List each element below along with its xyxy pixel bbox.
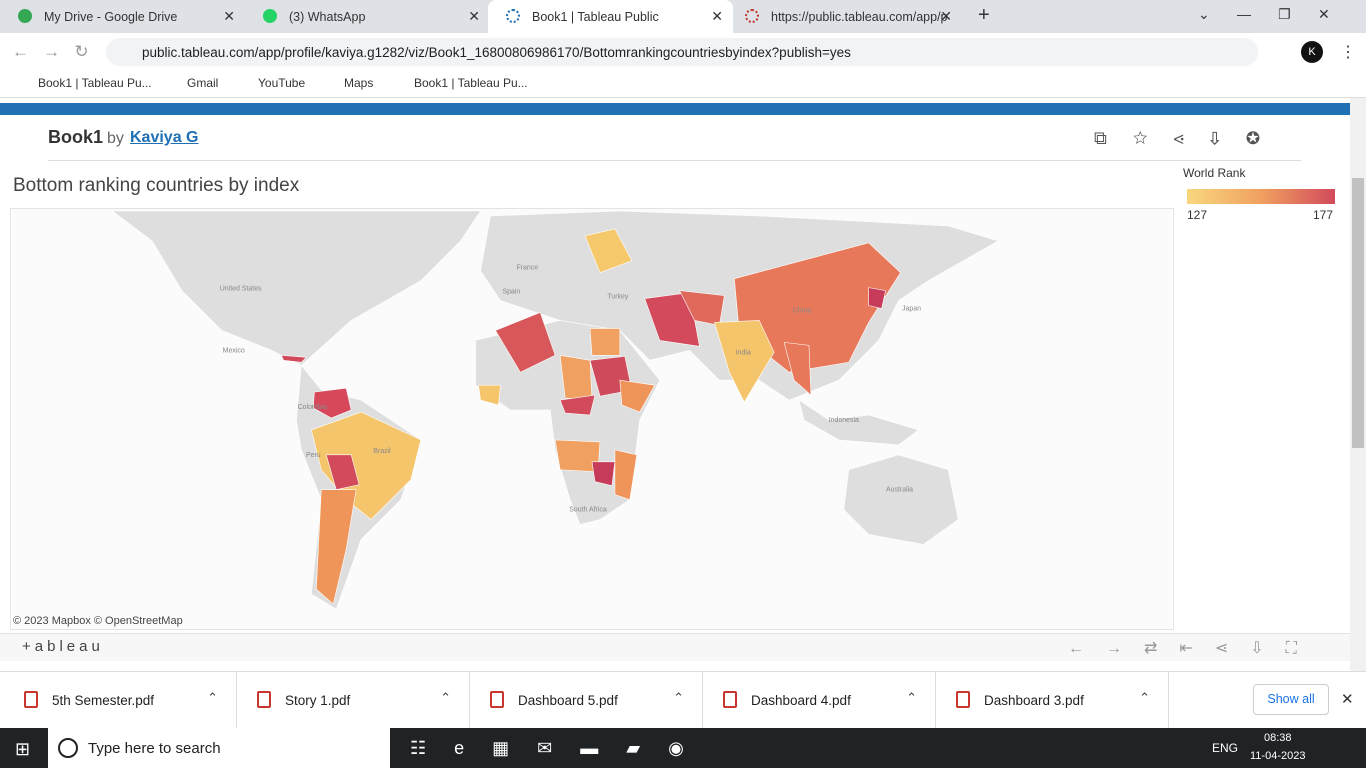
nav-buttons[interactable]: ← → ↻ — [12, 42, 89, 61]
legend-ramp — [1187, 189, 1335, 204]
map-label: United States — [220, 286, 262, 293]
bookmark[interactable]: Gmail — [187, 76, 219, 90]
tab-active[interactable]: Book1 | Tableau Public ✕ — [488, 0, 733, 33]
viz-toolbar-buttons[interactable]: ←→⇄⇤⋖⇩⛶ — [1068, 640, 1319, 657]
start[interactable]: ⊞ — [15, 739, 31, 759]
url: public.tableau.com/app/profile/kaviya.g1… — [142, 45, 851, 60]
download-item[interactable]: Dashboard 5.pdf ⌃ — [470, 672, 703, 728]
by: by — [107, 130, 124, 147]
search-icon — [58, 738, 78, 758]
new-tab[interactable]: + — [978, 4, 990, 26]
map-label: India — [736, 349, 751, 356]
site-banner — [0, 103, 1350, 115]
search-placeholder: Type here to search — [88, 740, 221, 757]
bookmark[interactable]: YouTube — [258, 76, 306, 90]
workbook-title: Book1 — [48, 127, 104, 147]
scroll-thumb[interactable] — [1352, 178, 1364, 448]
attribution: © 2023 Mapbox © OpenStreetMap — [13, 615, 183, 627]
bookmark[interactable]: Book1 | Tableau Pu... — [414, 76, 528, 90]
avatar[interactable]: K — [1301, 41, 1323, 63]
bookmark[interactable]: Maps — [344, 76, 374, 90]
download-item[interactable]: Dashboard 3.pdf ⌃ — [936, 672, 1169, 728]
tab[interactable]: https://public.tableau.com/app/p ✕ — [727, 0, 962, 33]
legend-min: 127 — [1187, 208, 1208, 222]
clock-date: 11-04-2023 — [1250, 750, 1306, 762]
legend-max: 177 — [1313, 208, 1334, 222]
omnibox[interactable] — [106, 38, 1258, 66]
close-downloads[interactable]: ✕ — [1341, 691, 1354, 708]
map-label: Indonesia — [829, 417, 859, 424]
map-label: Spain — [502, 289, 520, 296]
map-label: China — [793, 308, 811, 315]
divider — [0, 97, 1366, 98]
map-label: Turkey — [607, 294, 629, 301]
taskbar-apps[interactable]: ☷e▦✉▬▰◉ — [410, 738, 712, 758]
author[interactable]: Kaviya G — [130, 129, 199, 146]
download-bar — [0, 671, 1366, 728]
download-item[interactable]: Dashboard 4.pdf ⌃ — [703, 672, 936, 728]
viz-title: Bottom ranking countries by index — [13, 175, 300, 196]
download-item[interactable]: Story 1.pdf ⌃ — [237, 672, 470, 728]
show-all[interactable]: Show all — [1253, 684, 1329, 715]
tab[interactable]: (3) WhatsApp ✕ — [245, 0, 490, 33]
menu[interactable]: ⋮ — [1340, 44, 1356, 61]
map-label: Peru — [306, 452, 321, 459]
map[interactable]: United States Mexico Colombia Peru Brazi… — [10, 208, 1174, 630]
window-controls[interactable]: ⌄ — ❐ ✕ — [1198, 6, 1330, 22]
divider — [48, 160, 1301, 161]
map-label: Japan — [902, 306, 921, 313]
clock-time: 08:38 — [1264, 732, 1292, 744]
map-label: Brazil — [373, 448, 391, 455]
download-item[interactable]: 5th Semester.pdf ⌃ — [4, 672, 237, 728]
legend-title: World Rank — [1183, 166, 1246, 180]
viz-actions[interactable]: ⧉☆⋖⇩✪ — [1094, 128, 1287, 148]
bookmark[interactable]: Book1 | Tableau Pu... — [38, 76, 152, 90]
map-label: Colombia — [298, 404, 328, 411]
language: ENG — [1212, 741, 1239, 755]
map-label: France — [516, 265, 538, 272]
viz-toolbar — [0, 633, 1350, 661]
map-label: Mexico — [223, 347, 245, 354]
map-label: Australia — [886, 487, 913, 494]
tab[interactable]: My Drive - Google Drive ✕ — [0, 0, 245, 33]
search-box[interactable] — [48, 728, 390, 768]
tableau-brand[interactable]: +ableau — [22, 638, 104, 655]
map-label: South Africa — [569, 507, 607, 514]
